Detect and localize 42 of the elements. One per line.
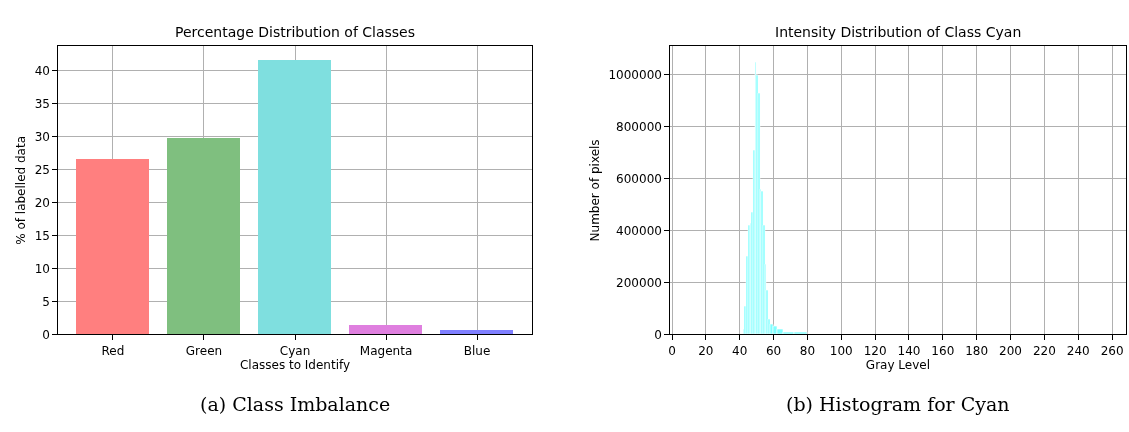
x-tick-label: 20 [698, 343, 714, 358]
y-tick-label: 0 [654, 327, 662, 342]
y-tick-label: 15 [34, 228, 50, 243]
x-axis-title: Classes to Identify [239, 357, 351, 372]
x-tick-label: 140 [897, 343, 921, 358]
y-tick-label: 400000 [616, 223, 662, 238]
y-tick-label: 10 [34, 261, 50, 276]
x-tick-label: 260 [1100, 343, 1124, 358]
y-tick-label: 35 [34, 96, 50, 111]
y-tick-label: 40 [34, 63, 50, 78]
chart-title: Percentage Distribution of Classes [175, 24, 416, 40]
x-tick-label: 0 [668, 343, 676, 358]
y-axis-title: % of labelled data [13, 136, 28, 245]
x-tick-label: 240 [1066, 343, 1090, 358]
x-tick-label: 180 [965, 343, 989, 358]
text: (a) Class Imbalance [200, 393, 391, 415]
y-tick-label: 20 [34, 195, 50, 210]
x-tick-label: 220 [1032, 343, 1056, 358]
y-axis-title: Number of pixels [587, 139, 602, 242]
x-tick-label: 100 [829, 343, 853, 358]
chart-title: Intensity Distribution of Class Cyan [775, 24, 1022, 40]
x-tick-label: Red [101, 343, 125, 358]
x-tick-label: 200 [999, 343, 1022, 358]
y-tick-label: 1000000 [608, 68, 662, 83]
y-tick-label: 30 [34, 129, 50, 144]
x-tick-label: Magenta [359, 343, 413, 358]
x-tick-label: 60 [765, 343, 782, 358]
x-tick-label: 120 [863, 343, 887, 358]
y-tick-label: 600000 [616, 171, 662, 186]
x-tick-label: 40 [732, 343, 748, 358]
text: (b) Histogram for Cyan [786, 393, 1010, 415]
x-tick-label: Cyan [279, 343, 311, 358]
x-tick-label: Green [185, 343, 223, 358]
x-axis-title: Gray Level [865, 357, 931, 372]
y-tick-label: 0 [42, 327, 50, 342]
x-tick-label: 160 [931, 343, 955, 358]
y-tick-label: 25 [34, 162, 50, 177]
y-tick-label: 5 [42, 294, 50, 309]
y-tick-label: 200000 [616, 275, 662, 290]
y-tick-label: 800000 [616, 119, 662, 134]
x-tick-label: Blue [463, 343, 491, 358]
x-tick-label: 80 [799, 343, 816, 358]
